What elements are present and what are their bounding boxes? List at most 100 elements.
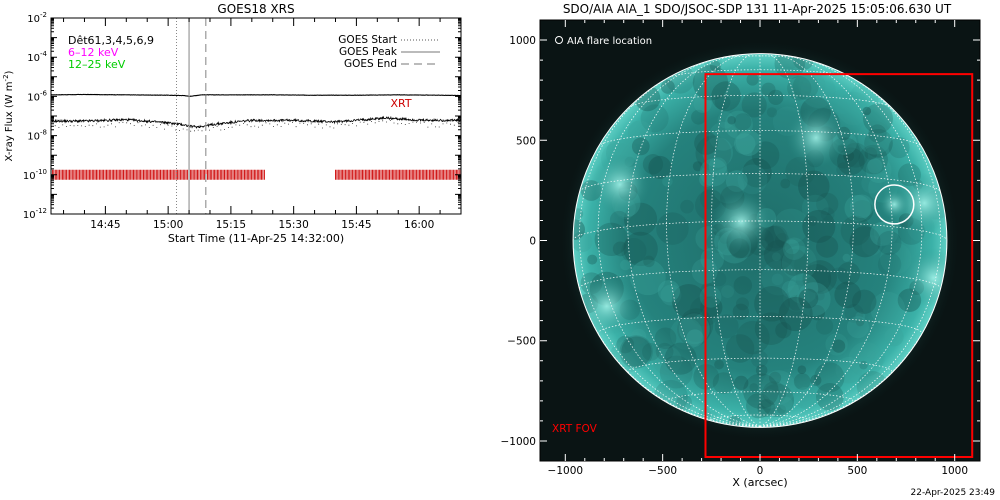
texture-blob (721, 285, 735, 299)
texture-blob (764, 225, 788, 249)
texture-blob (840, 215, 871, 246)
texture-blob (630, 259, 666, 296)
xrt-label: XRT (390, 97, 411, 110)
texture-blob (809, 305, 825, 321)
longitude-line (759, 53, 854, 427)
texture-blob (771, 273, 784, 286)
longitude-line (627, 54, 761, 427)
texture-blob (712, 372, 735, 394)
solar-disk-image (560, 40, 974, 458)
texture-blob (814, 362, 845, 393)
x-tick-label: 14:45 (90, 219, 120, 231)
texture-blob (727, 116, 736, 125)
image-x-tick-label: −1000 (548, 465, 584, 477)
image-x-tick-label: 0 (757, 465, 764, 477)
texture-blob (884, 327, 904, 347)
x-tick-label: 15:45 (341, 219, 371, 231)
texture-blob (621, 238, 647, 264)
texture-blob (757, 399, 776, 418)
texture-blob (848, 341, 884, 377)
texture-blob (858, 144, 888, 175)
y-tick-label: 10-4 (27, 50, 47, 64)
latitude-line (715, 55, 805, 60)
texture-blob (609, 210, 629, 230)
x-tick-label: 15:15 (216, 219, 246, 231)
y-axis-label-end: ) (4, 70, 15, 74)
texture-blob (762, 381, 787, 405)
texture-blob (816, 192, 839, 216)
texture-blob (864, 129, 893, 158)
texture-blob (620, 259, 631, 271)
legend-goes-start: GOES Start (338, 34, 397, 46)
y-axis-label: X-ray Flux (W m-2) (2, 70, 15, 161)
texture-blob (630, 328, 647, 345)
latitude-line (579, 173, 941, 192)
texture-blob (594, 222, 629, 257)
texture-blob (662, 176, 673, 187)
y-tick-base: 10 (27, 53, 40, 64)
texture-blob (755, 364, 768, 377)
texture-blob (837, 147, 865, 176)
texture-blob (719, 396, 730, 407)
texture-blob (781, 245, 817, 281)
texture-blob (621, 336, 652, 367)
texture-blob (864, 147, 878, 160)
legend-6-12kev: 6–12 keV (68, 46, 119, 59)
texture-blob (714, 359, 724, 370)
texture-blob (736, 320, 770, 355)
flare-legend-marker (555, 36, 563, 44)
texture-blob (749, 383, 759, 392)
texture-blob (642, 343, 660, 361)
texture-blob (768, 89, 784, 106)
texture-blob (659, 355, 693, 389)
texture-blob (777, 404, 787, 414)
series-dots-short (51, 120, 459, 132)
texture-blob (849, 226, 881, 258)
texture-blob (843, 142, 869, 168)
texture-blob (844, 194, 872, 222)
y-tick-base: 10 (27, 14, 40, 25)
x-tick-label: 15:00 (153, 219, 183, 231)
texture-blob (660, 79, 675, 94)
texture-blob (643, 255, 655, 268)
texture-blob (777, 53, 800, 70)
texture-blob (773, 208, 809, 244)
texture-blob (616, 335, 634, 354)
latitude-line (711, 414, 809, 421)
series-line-long (51, 93, 461, 97)
texture-blob (664, 342, 697, 375)
image-x-tick-label: 500 (847, 465, 867, 477)
y-axis-ticks (51, 17, 461, 215)
texture-blob (834, 281, 862, 309)
texture-blob (775, 233, 790, 248)
latitude-line (597, 316, 923, 335)
y-axis-label-text: X-ray Flux (W m (4, 81, 15, 161)
xrt-fov-box (704, 73, 974, 458)
texture-blob (816, 235, 839, 258)
texture-blob (837, 262, 861, 286)
texture-blob (775, 322, 792, 339)
texture-blob (868, 124, 887, 143)
latitude-line (627, 357, 893, 373)
latitude-line (579, 269, 941, 289)
chart-title: GOES18 XRS (217, 2, 294, 16)
texture-blob (761, 82, 776, 97)
texture-blob (800, 73, 836, 109)
texture-blob (788, 294, 805, 311)
texture-blob (870, 291, 906, 327)
texture-blob (735, 297, 749, 311)
texture-blob (796, 282, 831, 317)
longitude-line (579, 68, 761, 427)
goes-lightcurve-panel: GOES18 XRS X-ray Flux (W m-2) Start Time… (2, 2, 462, 245)
image-title: SDO/AIA AIA_1 SDO/JSOC-SDP 131 11-Apr-20… (563, 2, 952, 16)
texture-blob (869, 350, 886, 366)
image-y-tick-label: −1000 (500, 436, 536, 448)
latitude-line (628, 94, 892, 108)
xrt-ticks (51, 169, 265, 180)
longitude-line (759, 54, 893, 427)
texture-blob (858, 120, 892, 155)
texture-blob (695, 135, 732, 171)
image-x-tick-label: −500 (648, 465, 677, 477)
longitude-line (759, 53, 809, 427)
legend-detectors: Dêt61,3,4,5,6,9 (68, 34, 154, 47)
